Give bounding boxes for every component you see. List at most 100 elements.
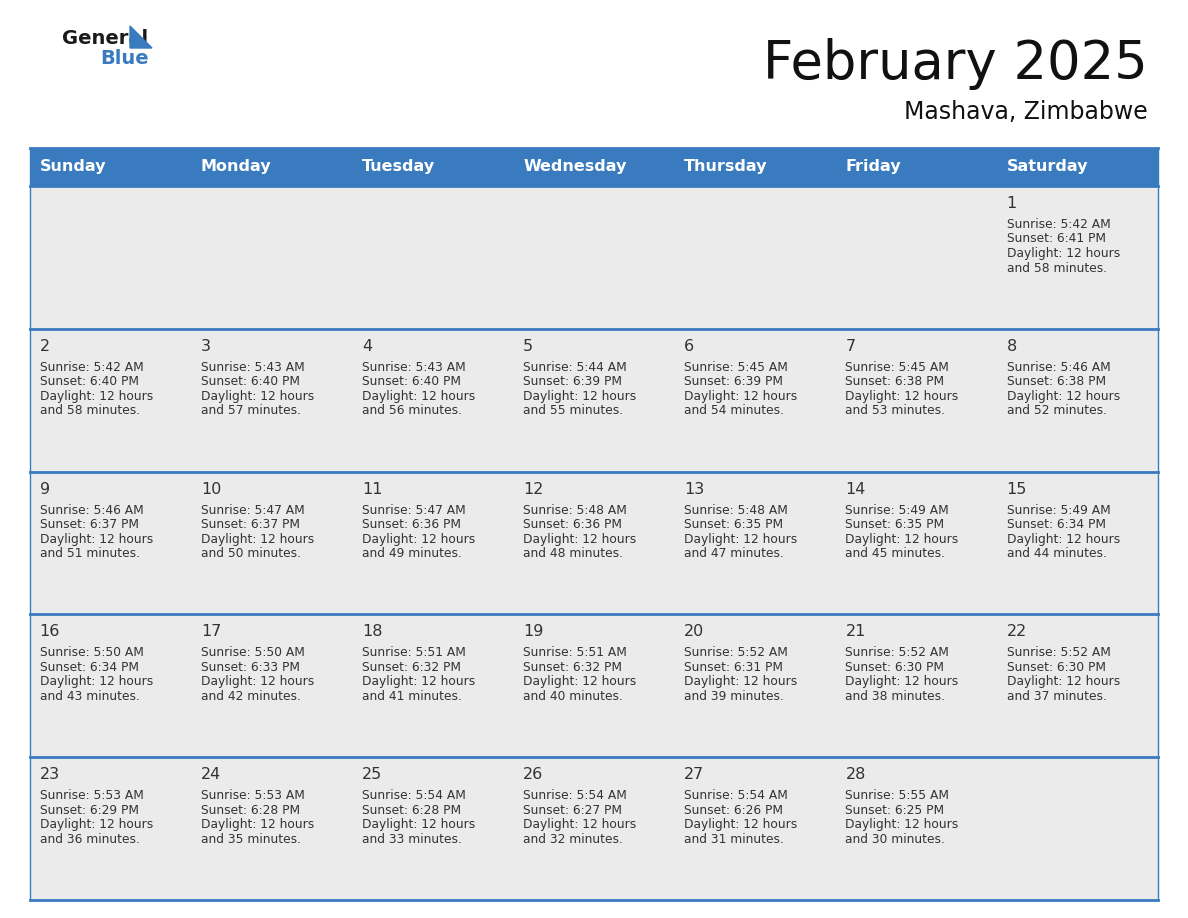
- Text: Daylight: 12 hours: Daylight: 12 hours: [39, 532, 153, 545]
- Text: Daylight: 12 hours: Daylight: 12 hours: [1006, 532, 1120, 545]
- Text: 8: 8: [1006, 339, 1017, 353]
- Text: 11: 11: [362, 482, 383, 497]
- Bar: [997, 757, 1158, 900]
- Text: Daylight: 12 hours: Daylight: 12 hours: [39, 390, 153, 403]
- Text: and 31 minutes.: and 31 minutes.: [684, 833, 784, 845]
- Bar: [835, 329, 997, 472]
- Text: Sunrise: 5:44 AM: Sunrise: 5:44 AM: [523, 361, 627, 374]
- Bar: [513, 148, 675, 186]
- Bar: [675, 329, 835, 472]
- Text: Daylight: 12 hours: Daylight: 12 hours: [1006, 676, 1120, 688]
- Text: Sunrise: 5:43 AM: Sunrise: 5:43 AM: [362, 361, 466, 374]
- Text: Sunset: 6:35 PM: Sunset: 6:35 PM: [846, 518, 944, 532]
- Text: 1: 1: [1006, 196, 1017, 211]
- Text: Daylight: 12 hours: Daylight: 12 hours: [523, 818, 637, 831]
- Text: Daylight: 12 hours: Daylight: 12 hours: [684, 676, 797, 688]
- Text: Sunset: 6:28 PM: Sunset: 6:28 PM: [362, 803, 461, 817]
- Text: Sunrise: 5:46 AM: Sunrise: 5:46 AM: [1006, 361, 1111, 374]
- Text: and 56 minutes.: and 56 minutes.: [362, 404, 462, 418]
- Text: Friday: Friday: [846, 160, 901, 174]
- Text: Sunset: 6:30 PM: Sunset: 6:30 PM: [1006, 661, 1106, 674]
- Text: Sunrise: 5:47 AM: Sunrise: 5:47 AM: [201, 504, 304, 517]
- Bar: [30, 329, 191, 472]
- Bar: [997, 148, 1158, 186]
- Text: Sunset: 6:34 PM: Sunset: 6:34 PM: [39, 661, 139, 674]
- Text: Saturday: Saturday: [1006, 160, 1088, 174]
- Text: Daylight: 12 hours: Daylight: 12 hours: [1006, 247, 1120, 260]
- Bar: [191, 148, 353, 186]
- Polygon shape: [129, 26, 152, 48]
- Text: 9: 9: [39, 482, 50, 497]
- Text: 7: 7: [846, 339, 855, 353]
- Text: and 37 minutes.: and 37 minutes.: [1006, 690, 1106, 703]
- Bar: [997, 186, 1158, 329]
- Text: Sunset: 6:25 PM: Sunset: 6:25 PM: [846, 803, 944, 817]
- Text: Sunset: 6:27 PM: Sunset: 6:27 PM: [523, 803, 623, 817]
- Text: Sunrise: 5:51 AM: Sunrise: 5:51 AM: [523, 646, 627, 659]
- Text: Wednesday: Wednesday: [523, 160, 626, 174]
- Text: Daylight: 12 hours: Daylight: 12 hours: [523, 390, 637, 403]
- Text: Sunrise: 5:53 AM: Sunrise: 5:53 AM: [201, 789, 304, 802]
- Text: Daylight: 12 hours: Daylight: 12 hours: [684, 390, 797, 403]
- Bar: [835, 614, 997, 757]
- Text: Sunset: 6:28 PM: Sunset: 6:28 PM: [201, 803, 299, 817]
- Text: and 54 minutes.: and 54 minutes.: [684, 404, 784, 418]
- Text: and 32 minutes.: and 32 minutes.: [523, 833, 623, 845]
- Text: Sunset: 6:40 PM: Sunset: 6:40 PM: [201, 375, 299, 388]
- Bar: [191, 186, 353, 329]
- Text: Daylight: 12 hours: Daylight: 12 hours: [684, 818, 797, 831]
- Text: Sunrise: 5:54 AM: Sunrise: 5:54 AM: [684, 789, 788, 802]
- Text: Sunset: 6:38 PM: Sunset: 6:38 PM: [1006, 375, 1106, 388]
- Text: 2: 2: [39, 339, 50, 353]
- Text: Sunrise: 5:43 AM: Sunrise: 5:43 AM: [201, 361, 304, 374]
- Text: Sunrise: 5:54 AM: Sunrise: 5:54 AM: [362, 789, 466, 802]
- Text: and 49 minutes.: and 49 minutes.: [362, 547, 462, 560]
- Text: Daylight: 12 hours: Daylight: 12 hours: [362, 532, 475, 545]
- Text: Sunday: Sunday: [39, 160, 106, 174]
- Text: Daylight: 12 hours: Daylight: 12 hours: [846, 532, 959, 545]
- Text: and 36 minutes.: and 36 minutes.: [39, 833, 139, 845]
- Bar: [191, 757, 353, 900]
- Text: and 58 minutes.: and 58 minutes.: [39, 404, 140, 418]
- Bar: [353, 614, 513, 757]
- Bar: [835, 757, 997, 900]
- Text: 17: 17: [201, 624, 221, 640]
- Text: 10: 10: [201, 482, 221, 497]
- Text: Daylight: 12 hours: Daylight: 12 hours: [362, 390, 475, 403]
- Bar: [675, 186, 835, 329]
- Bar: [675, 757, 835, 900]
- Text: Sunset: 6:37 PM: Sunset: 6:37 PM: [201, 518, 299, 532]
- Text: Sunrise: 5:51 AM: Sunrise: 5:51 AM: [362, 646, 466, 659]
- Text: 21: 21: [846, 624, 866, 640]
- Text: Sunrise: 5:52 AM: Sunrise: 5:52 AM: [1006, 646, 1111, 659]
- Text: Sunset: 6:39 PM: Sunset: 6:39 PM: [684, 375, 783, 388]
- Text: and 44 minutes.: and 44 minutes.: [1006, 547, 1106, 560]
- Text: Sunrise: 5:49 AM: Sunrise: 5:49 AM: [1006, 504, 1111, 517]
- Text: 28: 28: [846, 767, 866, 782]
- Text: 4: 4: [362, 339, 372, 353]
- Text: Daylight: 12 hours: Daylight: 12 hours: [846, 818, 959, 831]
- Text: 19: 19: [523, 624, 543, 640]
- Text: 25: 25: [362, 767, 383, 782]
- Text: Daylight: 12 hours: Daylight: 12 hours: [39, 676, 153, 688]
- Bar: [513, 757, 675, 900]
- Text: and 45 minutes.: and 45 minutes.: [846, 547, 946, 560]
- Bar: [30, 757, 191, 900]
- Text: and 38 minutes.: and 38 minutes.: [846, 690, 946, 703]
- Bar: [191, 614, 353, 757]
- Text: Sunrise: 5:45 AM: Sunrise: 5:45 AM: [684, 361, 788, 374]
- Text: and 39 minutes.: and 39 minutes.: [684, 690, 784, 703]
- Text: 5: 5: [523, 339, 533, 353]
- Text: Sunset: 6:36 PM: Sunset: 6:36 PM: [523, 518, 623, 532]
- Text: Sunset: 6:34 PM: Sunset: 6:34 PM: [1006, 518, 1106, 532]
- Bar: [30, 148, 191, 186]
- Bar: [675, 472, 835, 614]
- Bar: [30, 472, 191, 614]
- Text: 15: 15: [1006, 482, 1026, 497]
- Text: and 33 minutes.: and 33 minutes.: [362, 833, 462, 845]
- Text: Daylight: 12 hours: Daylight: 12 hours: [523, 532, 637, 545]
- Text: Daylight: 12 hours: Daylight: 12 hours: [39, 818, 153, 831]
- Bar: [353, 186, 513, 329]
- Text: Sunset: 6:36 PM: Sunset: 6:36 PM: [362, 518, 461, 532]
- Text: General: General: [62, 29, 148, 48]
